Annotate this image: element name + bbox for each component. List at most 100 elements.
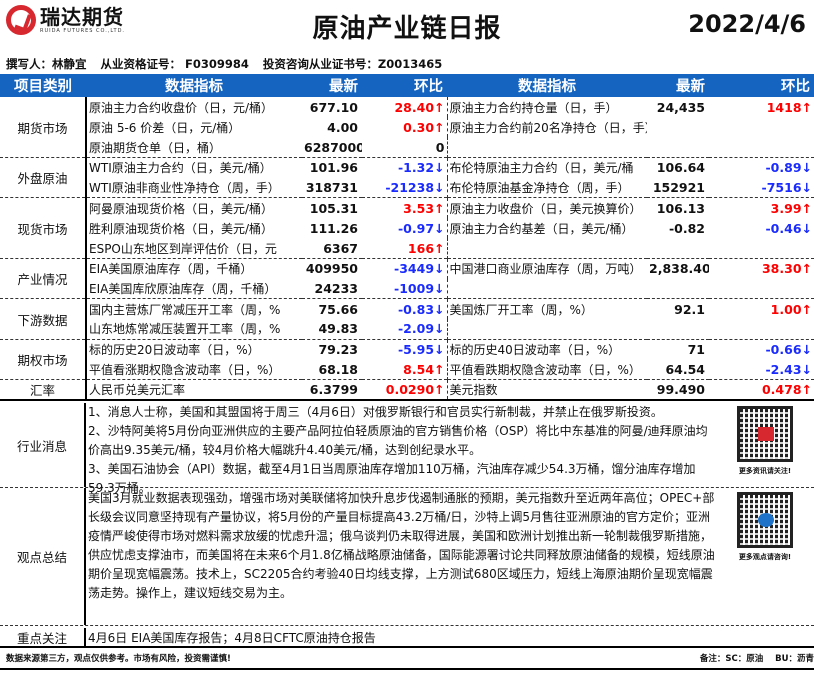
category-cell: 产业情况 bbox=[0, 257, 87, 299]
latest-value-2 bbox=[647, 319, 709, 339]
latest-value-2: 64.54 bbox=[665, 361, 705, 377]
change-value: -21238↓ bbox=[362, 177, 448, 198]
header-change: 环比 bbox=[362, 74, 447, 97]
indicator-name: 人民币兑美元汇率 bbox=[86, 379, 302, 402]
news-qr-caption: 更多资讯请关注! bbox=[738, 467, 792, 475]
change-value-2: -2.43↓ bbox=[765, 361, 812, 377]
change-value-2: -0.46↓ bbox=[765, 220, 812, 236]
indicator-name: EIA美国原油库存（周，千桶） bbox=[86, 257, 302, 279]
table-row: WTI原油非商业性净持仓（周，手） 318731 -21238↓ 布伦特原油基金… bbox=[0, 177, 814, 198]
indicator-name-2: 标的历史40日波动率（日，%） bbox=[447, 338, 647, 360]
footer-note: 备注：SC：原油 BU：沥青 bbox=[699, 654, 814, 664]
latest-value: 101.96 bbox=[302, 157, 362, 178]
header-indicator-2: 数据指标 bbox=[447, 74, 647, 97]
table-header-row: 项目类别 数据指标 最新 环比 数据指标 最新 环比 bbox=[0, 74, 814, 97]
indicator-name: ESPO山东地区到岸评估价（日，元 bbox=[89, 241, 277, 256]
change-value-2: 1418↑ bbox=[766, 99, 812, 115]
indicator-name-2: 原油主力收盘价（日，美元换算价） bbox=[447, 197, 647, 219]
table-row: 原油期货仓单（日，桶） 6287000 0 bbox=[0, 137, 814, 158]
focus-section: 重点关注 4月6日 EIA美国库存报告；4月8日CFTC原油持仓报告 bbox=[0, 628, 814, 648]
table-row: 期权市场 标的历史20日波动率（日，%） 79.23 -5.95↓ 标的历史40日… bbox=[0, 338, 814, 380]
change-value-2 bbox=[709, 117, 814, 137]
category-cell: 外盘原油 bbox=[0, 157, 87, 198]
latest-value-2: -0.82 bbox=[668, 220, 705, 236]
view-text: 美国3月就业数据表现强劲，增强市场对美联储将加快升息步伐遏制通胀的预期，美元指数… bbox=[88, 491, 715, 600]
latest-value: 105.31 bbox=[302, 197, 362, 219]
latest-value-2: 99.490 bbox=[647, 379, 709, 402]
indicator-name-2: 原油主力合约持仓量（日，手） bbox=[449, 100, 618, 115]
disclaimer: 数据来源第三方，观点仅供参考。市场有风险，投资需谨慎! bbox=[6, 654, 231, 664]
change-value-2: -0.89↓ bbox=[709, 157, 814, 178]
latest-value: 49.83 bbox=[318, 321, 358, 337]
consult-number: 投资咨询从业证书号：Z0013465 bbox=[262, 57, 443, 71]
latest-value: 68.18 bbox=[318, 361, 358, 377]
indicator-name: 阿曼原油现货价格（日，美元/桶） bbox=[86, 197, 302, 219]
indicator-name-2 bbox=[447, 137, 647, 157]
change-value: -0.97↓ bbox=[362, 218, 448, 239]
change-value-2 bbox=[709, 279, 814, 299]
latest-value: 75.66 bbox=[302, 298, 362, 320]
category-cell: 汇率 bbox=[0, 379, 87, 402]
table-row: 原油 5-6 价差（日，元/桶） 4.00 0.30↑ 原油主力合约前20名净持… bbox=[0, 117, 814, 138]
header-change-2: 环比 bbox=[709, 74, 814, 97]
table-row: EIA美国库欣原油库存（周，千桶） 24233 -1009↓ bbox=[0, 278, 814, 299]
change-value-2: 0.478↑ bbox=[709, 379, 814, 402]
latest-value-2: 106.64 bbox=[647, 157, 709, 178]
indicator-name-2 bbox=[447, 319, 647, 339]
indicator-name: 胜利原油现货价格（日，美元/桶） bbox=[89, 221, 274, 236]
table-row: 胜利原油现货价格（日，美元/桶） 111.26 -0.97↓ 原油主力合约基差（… bbox=[0, 218, 814, 239]
latest-value-2: 92.1 bbox=[647, 298, 709, 320]
latest-value-2 bbox=[647, 279, 709, 299]
table-row: 外盘原油 WTI原油主力合约（日，美元/桶） 101.96 -1.32↓ 布伦特原… bbox=[0, 157, 814, 198]
focus-text: 4月6日 EIA美国库存报告；4月8日CFTC原油持仓报告 bbox=[88, 631, 376, 645]
indicator-name-2: 美元指数 bbox=[447, 379, 647, 402]
qr-code-icon bbox=[737, 492, 793, 548]
indicator-name: 原油 5-6 价差（日，元/桶） bbox=[89, 120, 241, 135]
news-text: 1、消息人士称，美国和其盟国将于周三（4月6日）对俄罗斯银行和官员实行新制裁，并… bbox=[88, 405, 708, 495]
latest-value-2: 106.13 bbox=[647, 197, 709, 219]
news-label: 行业消息 bbox=[0, 403, 86, 487]
indicator-name: 原油期货仓单（日，桶） bbox=[89, 140, 222, 155]
change-value-2: 3.99↑ bbox=[709, 197, 814, 219]
header-latest: 最新 bbox=[302, 74, 362, 97]
indicator-name: WTI原油主力合约（日，美元/桶） bbox=[86, 157, 302, 178]
qualification-number: 从业资格证号： F0309984 bbox=[100, 57, 249, 71]
table-row: ESPO山东地区到岸评估价（日，元 6367 166↑ bbox=[0, 238, 814, 259]
latest-value: 6367 bbox=[323, 240, 358, 256]
company-logo: 瑞达期货 RUIDA FUTURES CO.,LTD. bbox=[6, 5, 125, 35]
indicator-name: 平值看涨期权隐含波动率（日，%） bbox=[89, 362, 281, 377]
change-value: 166↑ bbox=[362, 238, 448, 259]
view-label: 观点总结 bbox=[0, 488, 86, 625]
indicator-name-2 bbox=[447, 279, 647, 299]
indicator-name: WTI原油非商业性净持仓（周，手） bbox=[89, 181, 280, 196]
bottom-rule bbox=[0, 668, 814, 670]
table-row: 汇率 人民币兑美元汇率 6.3799 0.0290↑ 美元指数 99.490 0.… bbox=[0, 379, 814, 402]
table-row: 现货市场 阿曼原油现货价格（日，美元/桶） 105.31 3.53↑ 原油主力收盘… bbox=[0, 197, 814, 259]
view-qr: 更多观点请咨询! bbox=[730, 492, 800, 562]
category-cell: 期货市场 bbox=[0, 97, 87, 158]
latest-value: 24233 bbox=[314, 281, 359, 297]
indicator-name-2 bbox=[447, 238, 647, 258]
table-row: 山东地炼常减压装置开工率（周，% 49.83 -2.09↓ bbox=[0, 319, 814, 340]
change-value-2: 1.00↑ bbox=[709, 298, 814, 320]
change-value-2 bbox=[709, 238, 814, 258]
logo-english: RUIDA FUTURES CO.,LTD. bbox=[40, 28, 126, 34]
view-qr-caption: 更多观点请咨询! bbox=[738, 553, 792, 561]
news-section: 行业消息 1、消息人士称，美国和其盟国将于周三（4月6日）对俄罗斯银行和官员实行… bbox=[0, 403, 814, 495]
table-row: 期货市场 原油主力合约收盘价（日，元/桶） 677.10 28.40↑ 原油主力合… bbox=[0, 97, 814, 158]
indicator-name-2: 美国炼厂开工率（周，%） bbox=[447, 298, 647, 320]
category-cell: 下游数据 bbox=[0, 298, 87, 340]
change-value: 0.30↑ bbox=[362, 117, 448, 138]
focus-label: 重点关注 bbox=[0, 628, 86, 646]
change-value-2 bbox=[709, 137, 814, 157]
report-title: 原油产业链日报 bbox=[312, 14, 502, 44]
change-value-2: -7516↓ bbox=[761, 180, 812, 196]
change-value: 8.54↑ bbox=[362, 359, 448, 380]
change-value: -5.95↓ bbox=[362, 338, 448, 360]
writer: 撰写人：林静宜 bbox=[6, 57, 87, 71]
latest-value: 79.23 bbox=[302, 338, 362, 360]
report-header: 瑞达期货 RUIDA FUTURES CO.,LTD. 原油产业链日报 2022… bbox=[0, 0, 814, 50]
latest-value: 6.3799 bbox=[302, 379, 362, 402]
latest-value: 4.00 bbox=[327, 119, 358, 135]
change-value: -2.09↓ bbox=[362, 319, 448, 340]
